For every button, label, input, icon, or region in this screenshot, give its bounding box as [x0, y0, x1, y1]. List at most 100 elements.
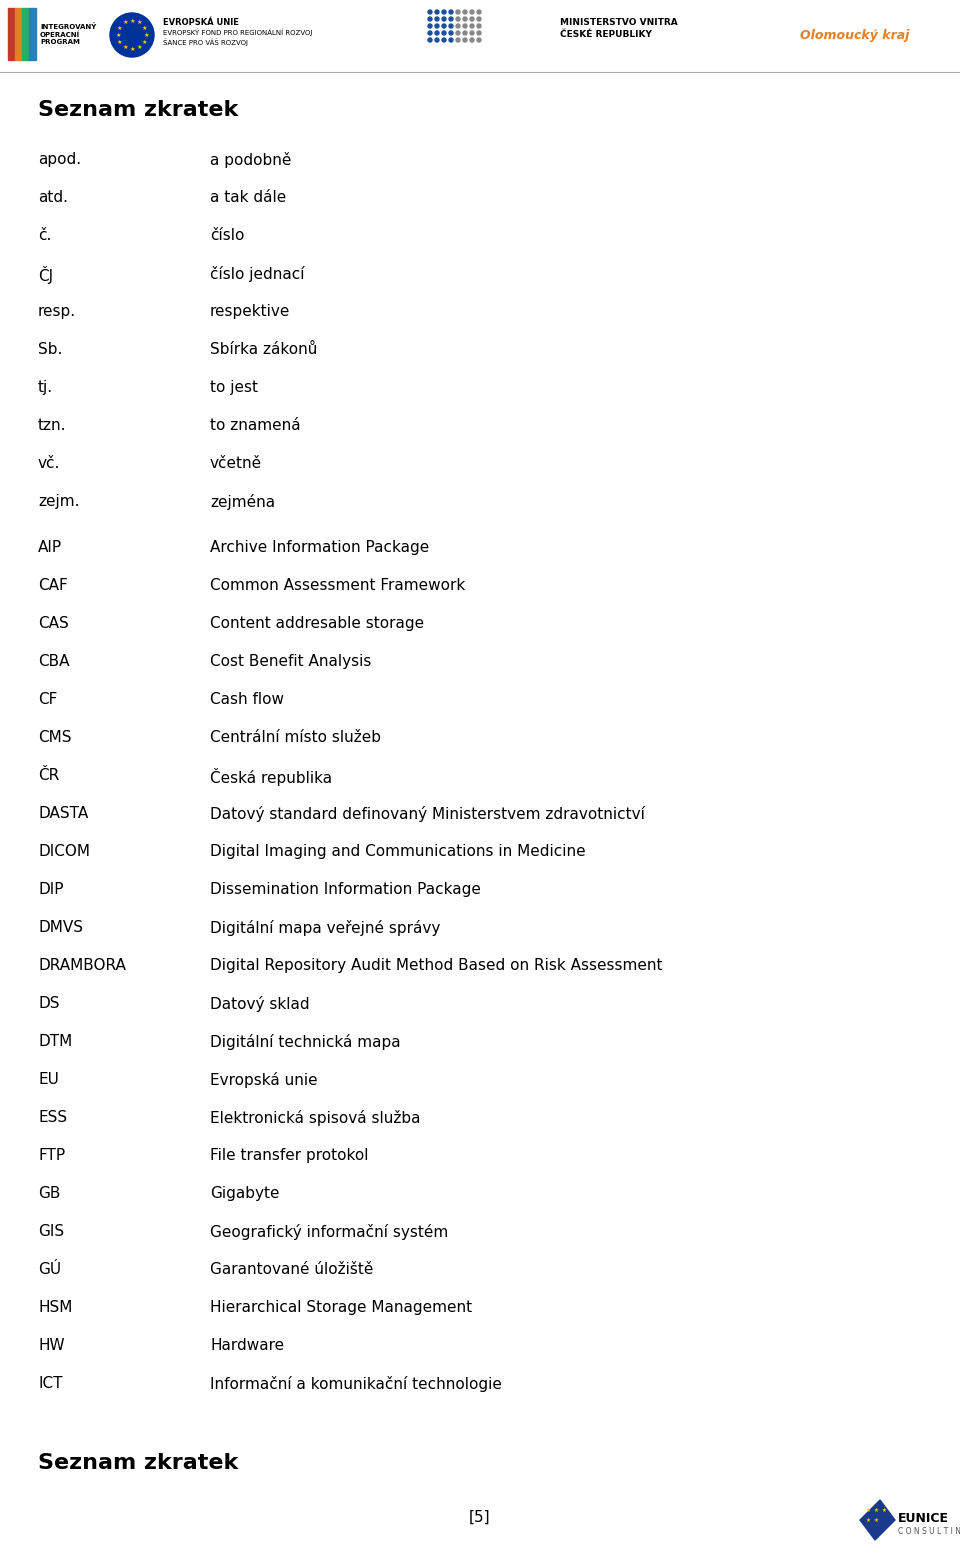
Text: ★: ★: [130, 47, 134, 52]
Circle shape: [477, 9, 481, 14]
Bar: [29, 8, 36, 60]
Circle shape: [442, 24, 446, 28]
Text: EU: EU: [38, 1073, 59, 1087]
Text: vč.: vč.: [38, 456, 60, 470]
Text: EVROPSKÁ UNIE: EVROPSKÁ UNIE: [163, 17, 239, 27]
Text: ★: ★: [117, 39, 123, 44]
Text: CMS: CMS: [38, 731, 71, 745]
Text: Garantované úložiště: Garantované úložiště: [210, 1262, 373, 1276]
Text: č.: č.: [38, 227, 52, 243]
Text: CF: CF: [38, 691, 58, 707]
Text: ★: ★: [874, 1507, 878, 1513]
Text: Seznam zkratek: Seznam zkratek: [38, 1454, 238, 1472]
Text: GÚ: GÚ: [38, 1262, 61, 1276]
Circle shape: [456, 24, 460, 28]
Circle shape: [470, 9, 474, 14]
Text: to znamená: to znamená: [210, 419, 300, 433]
Text: Sbírka zákonů: Sbírka zákonů: [210, 342, 318, 358]
Circle shape: [456, 38, 460, 42]
Text: DRAMBORA: DRAMBORA: [38, 958, 126, 974]
Text: EVROPSKÝ FOND PRO REGIONÁLNÍ ROZVOJ: EVROPSKÝ FOND PRO REGIONÁLNÍ ROZVOJ: [163, 28, 312, 36]
Text: Digital Repository Audit Method Based on Risk Assessment: Digital Repository Audit Method Based on…: [210, 958, 662, 974]
Text: ★: ★: [874, 1518, 878, 1523]
Circle shape: [435, 24, 439, 28]
Text: Common Assessment Framework: Common Assessment Framework: [210, 579, 466, 593]
Text: to jest: to jest: [210, 379, 258, 395]
Bar: [8, 8, 15, 60]
Text: tj.: tj.: [38, 379, 53, 395]
Circle shape: [463, 9, 467, 14]
Circle shape: [456, 9, 460, 14]
Text: zejména: zejména: [210, 494, 276, 510]
Circle shape: [463, 38, 467, 42]
Circle shape: [470, 31, 474, 34]
Text: [5]: [5]: [469, 1510, 491, 1526]
Circle shape: [463, 24, 467, 28]
Circle shape: [449, 38, 453, 42]
Text: ★: ★: [866, 1507, 871, 1513]
Text: a tak dále: a tak dále: [210, 190, 286, 205]
Text: ★: ★: [881, 1507, 886, 1513]
Circle shape: [110, 13, 154, 56]
Text: Dissemination Information Package: Dissemination Information Package: [210, 883, 481, 897]
Text: ★: ★: [122, 44, 128, 50]
Text: ŠANCE PRO VÁŠ ROZVOJ: ŠANCE PRO VÁŠ ROZVOJ: [163, 38, 248, 45]
Text: DICOM: DICOM: [38, 844, 90, 859]
Text: respektive: respektive: [210, 304, 290, 318]
Text: Centrální místo služeb: Centrální místo služeb: [210, 731, 381, 745]
Circle shape: [463, 31, 467, 34]
Text: Content addresable storage: Content addresable storage: [210, 616, 424, 630]
Text: Archive Information Package: Archive Information Package: [210, 539, 429, 555]
Circle shape: [477, 31, 481, 34]
Text: GB: GB: [38, 1185, 60, 1201]
Circle shape: [456, 31, 460, 34]
Circle shape: [435, 31, 439, 34]
Bar: [22, 8, 29, 60]
Text: ČJ: ČJ: [38, 267, 53, 284]
Text: Digitální technická mapa: Digitální technická mapa: [210, 1033, 400, 1051]
Text: DIP: DIP: [38, 883, 63, 897]
Text: DTM: DTM: [38, 1033, 72, 1049]
Circle shape: [449, 24, 453, 28]
Text: CBA: CBA: [38, 654, 69, 670]
Circle shape: [442, 38, 446, 42]
Circle shape: [428, 31, 432, 34]
Text: Evropská unie: Evropská unie: [210, 1073, 318, 1088]
Text: tzn.: tzn.: [38, 419, 66, 433]
Text: GIS: GIS: [38, 1225, 64, 1239]
Text: Olomoucký kraj: Olomoucký kraj: [800, 28, 909, 41]
Circle shape: [428, 17, 432, 20]
Text: číslo: číslo: [210, 227, 245, 243]
Text: Geografický informační systém: Geografický informační systém: [210, 1225, 448, 1240]
Text: ★: ★: [115, 33, 121, 38]
Text: INTEGROVANÝ
OPERACNÍ
PROGRAM: INTEGROVANÝ OPERACNÍ PROGRAM: [40, 22, 96, 45]
Circle shape: [449, 31, 453, 34]
Text: ★: ★: [143, 33, 149, 38]
Text: ★: ★: [141, 39, 147, 44]
Text: CAF: CAF: [38, 579, 68, 593]
Text: resp.: resp.: [38, 304, 76, 318]
Text: Seznam zkratek: Seznam zkratek: [38, 100, 238, 121]
Text: ★: ★: [136, 44, 142, 50]
Text: Hardware: Hardware: [210, 1338, 284, 1353]
Text: Datový sklad: Datový sklad: [210, 996, 310, 1011]
Text: Hierarchical Storage Management: Hierarchical Storage Management: [210, 1300, 472, 1316]
Text: ★: ★: [141, 25, 147, 30]
Circle shape: [428, 38, 432, 42]
Text: ★: ★: [117, 25, 123, 30]
Text: C O N S U L T I N G: C O N S U L T I N G: [898, 1527, 960, 1537]
Text: Digitální mapa veřejné správy: Digitální mapa veřejné správy: [210, 920, 441, 936]
Text: Cost Benefit Analysis: Cost Benefit Analysis: [210, 654, 372, 670]
Text: ICT: ICT: [38, 1377, 62, 1391]
Circle shape: [470, 38, 474, 42]
Circle shape: [428, 24, 432, 28]
Text: File transfer protokol: File transfer protokol: [210, 1148, 369, 1163]
Text: DS: DS: [38, 996, 60, 1011]
Text: Elektronická spisová služba: Elektronická spisová služba: [210, 1110, 420, 1126]
Circle shape: [470, 17, 474, 20]
Circle shape: [442, 31, 446, 34]
Text: apod.: apod.: [38, 152, 82, 168]
Polygon shape: [860, 1501, 895, 1540]
Text: ČR: ČR: [38, 768, 60, 782]
Circle shape: [435, 9, 439, 14]
